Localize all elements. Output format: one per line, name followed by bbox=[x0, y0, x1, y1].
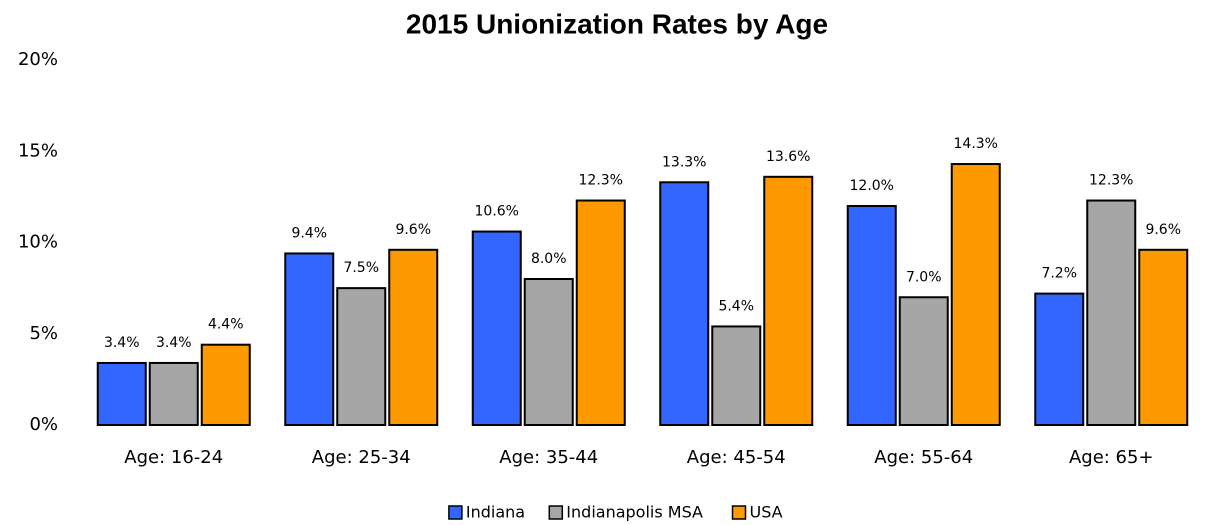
x-tick-label: Age: 25-34 bbox=[312, 447, 411, 468]
bar bbox=[148, 361, 199, 427]
data-label: 9.4% bbox=[291, 225, 327, 241]
data-label: 9.6% bbox=[1145, 222, 1181, 238]
legend-label: USA bbox=[750, 503, 783, 522]
bar bbox=[659, 181, 710, 426]
y-tick-label: 20% bbox=[18, 49, 58, 70]
y-tick-label: 15% bbox=[18, 140, 58, 161]
data-label: 7.2% bbox=[1041, 266, 1077, 282]
bar bbox=[711, 325, 762, 427]
y-tick-label: 10% bbox=[18, 232, 58, 253]
data-label: 12.0% bbox=[850, 178, 894, 194]
data-label: 12.3% bbox=[1089, 173, 1133, 189]
data-label: 3.4% bbox=[156, 335, 192, 351]
x-tick-label: Age: 16-24 bbox=[124, 447, 223, 468]
bar bbox=[96, 361, 147, 427]
bar bbox=[1034, 292, 1085, 426]
bar bbox=[575, 199, 626, 426]
bar bbox=[284, 252, 335, 426]
bar bbox=[1138, 248, 1189, 426]
x-tick-label: Age: 65+ bbox=[1069, 447, 1154, 468]
bar bbox=[898, 296, 949, 426]
bar bbox=[523, 278, 574, 426]
data-label: 10.6% bbox=[475, 204, 519, 220]
bar bbox=[471, 230, 522, 426]
data-label: 7.0% bbox=[906, 269, 942, 285]
legend-label: Indianapolis MSA bbox=[566, 503, 703, 522]
legend-swatch bbox=[548, 505, 564, 520]
y-tick-label: 5% bbox=[29, 323, 58, 344]
bar bbox=[200, 343, 251, 427]
legend-swatch bbox=[731, 505, 747, 520]
bar bbox=[763, 175, 814, 426]
data-label: 8.0% bbox=[531, 251, 567, 267]
y-tick-label: 0% bbox=[29, 414, 58, 435]
bar bbox=[950, 163, 1001, 426]
x-tick-label: Age: 45-54 bbox=[687, 447, 786, 468]
bar bbox=[846, 205, 897, 426]
x-tick-label: Age: 35-44 bbox=[499, 447, 598, 468]
bar bbox=[336, 287, 387, 426]
bar bbox=[1086, 199, 1137, 426]
data-label: 4.4% bbox=[208, 317, 244, 333]
data-label: 3.4% bbox=[104, 335, 140, 351]
bar bbox=[388, 248, 439, 426]
data-label: 13.3% bbox=[662, 154, 706, 170]
legend-swatch bbox=[448, 505, 463, 520]
legend-label: Indiana bbox=[466, 503, 525, 522]
data-label: 9.6% bbox=[395, 222, 431, 238]
data-label: 14.3% bbox=[954, 136, 998, 152]
x-tick-label: Age: 55-64 bbox=[874, 447, 973, 468]
chart-title: 2015 Unionization Rates by Age bbox=[406, 8, 828, 39]
data-label: 12.3% bbox=[579, 173, 623, 189]
data-label: 5.4% bbox=[718, 298, 754, 314]
data-label: 7.5% bbox=[343, 260, 379, 276]
data-label: 13.6% bbox=[766, 149, 810, 165]
